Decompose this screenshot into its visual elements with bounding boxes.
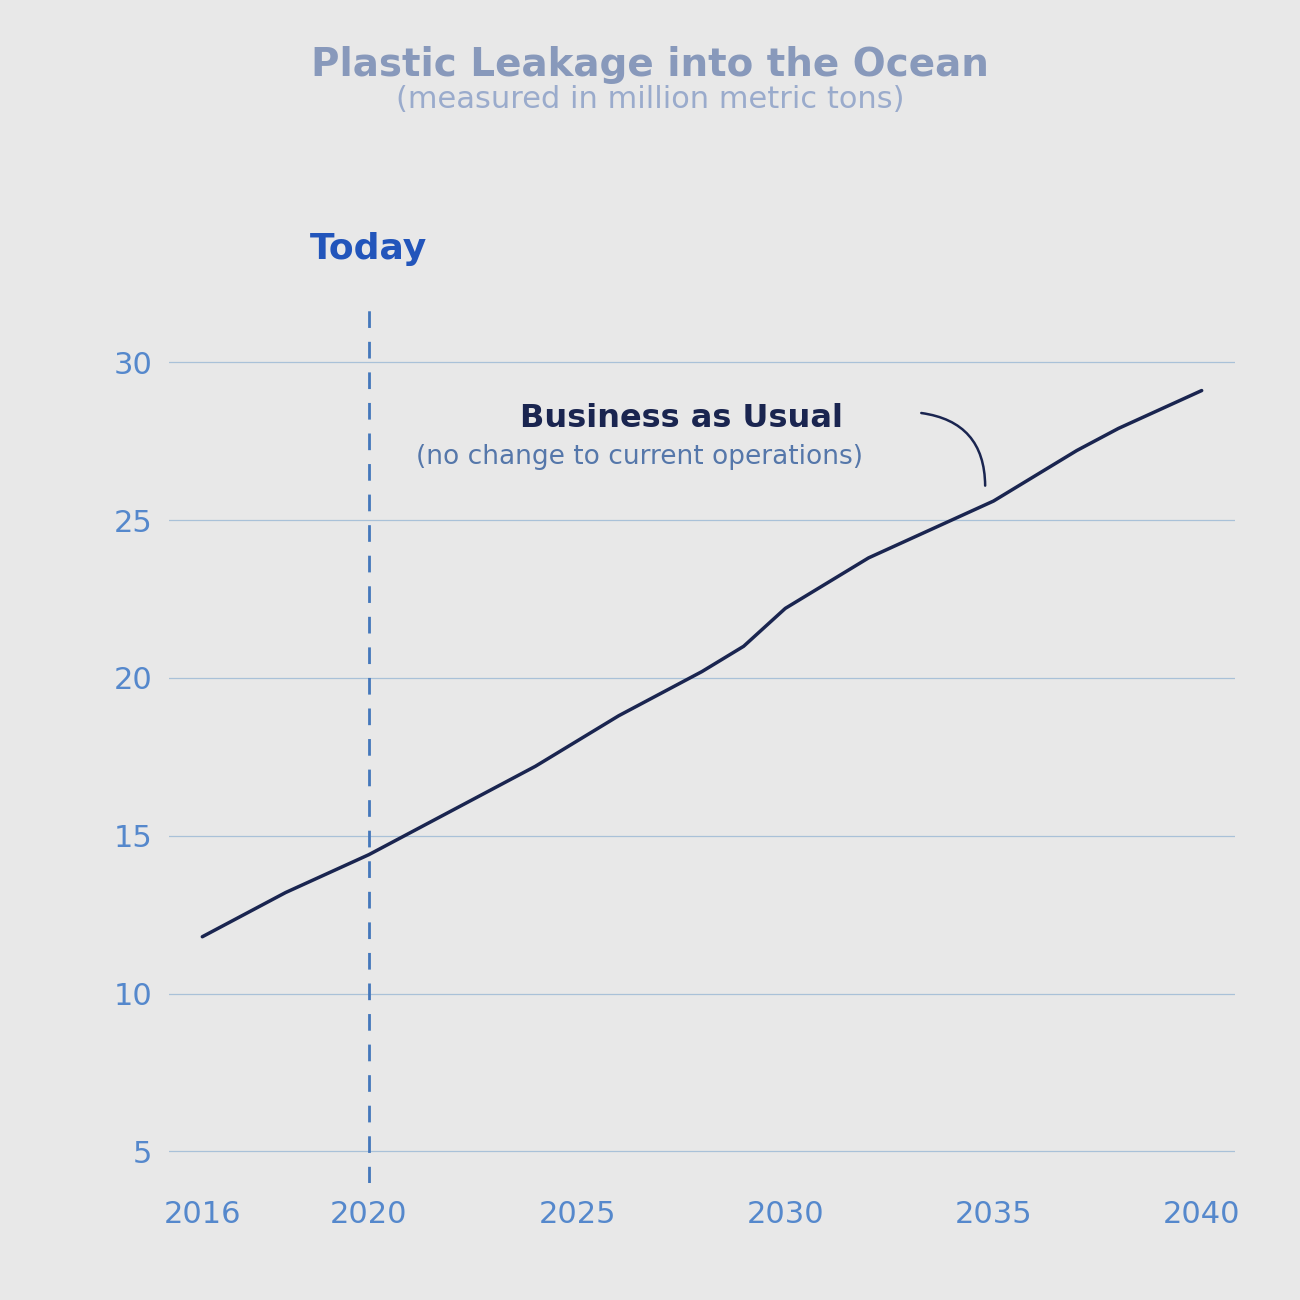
Text: Business as Usual: Business as Usual	[520, 403, 842, 434]
Text: (no change to current operations): (no change to current operations)	[416, 443, 863, 469]
Text: Today: Today	[311, 233, 428, 266]
Text: (measured in million metric tons): (measured in million metric tons)	[395, 84, 905, 113]
Text: Plastic Leakage into the Ocean: Plastic Leakage into the Ocean	[311, 46, 989, 83]
